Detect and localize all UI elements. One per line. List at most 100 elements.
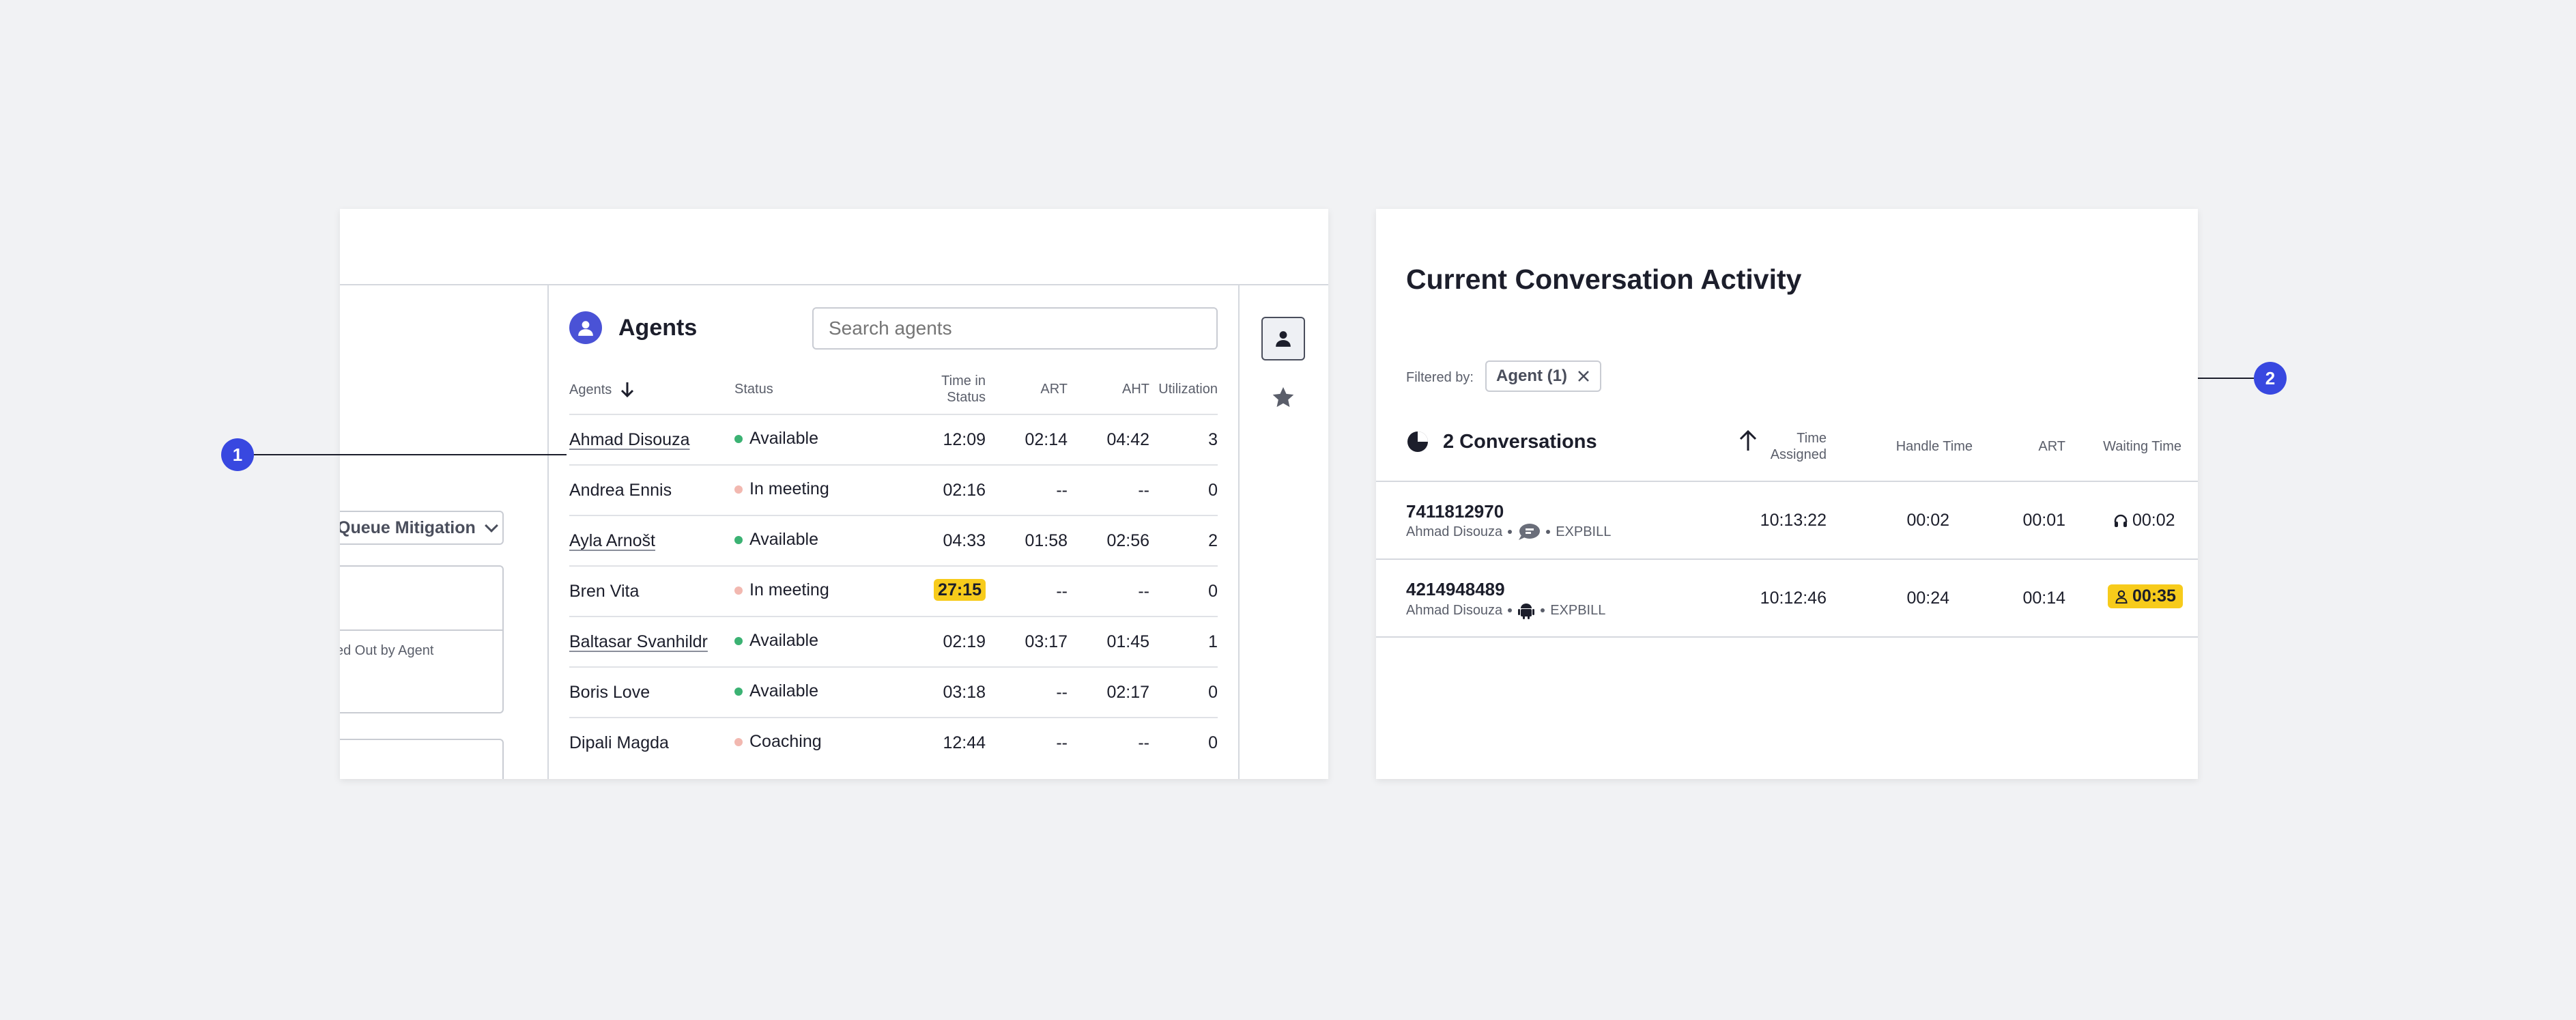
agent-name[interactable]: Bren Vita (569, 582, 640, 601)
col-waiting-time-header[interactable]: Waiting Time (2103, 439, 2181, 454)
agent-aht: 04:42 (1106, 430, 1149, 449)
col-time-in-status-header[interactable]: Time in Status (904, 373, 986, 406)
conversation-art: 00:14 (2022, 589, 2065, 608)
agent-name-link[interactable]: Ayla Arnošt (569, 531, 656, 550)
filtered-by-label: Filtered by: (1406, 370, 1474, 385)
conversation-waiting-time: 00:02 (2113, 511, 2175, 530)
col-time-in-status-line2: Status (947, 390, 986, 405)
conversation-handle-time: 00:02 (1906, 511, 1949, 530)
overdue-time-badge: 27:15 (934, 579, 986, 601)
agent-name-link[interactable]: Ahmad Disouza (569, 430, 690, 449)
agent-art: -- (1056, 582, 1068, 601)
person-icon (2115, 590, 2128, 604)
agent-name-link[interactable]: Baltasar Svanhildr (569, 632, 708, 651)
conversation-agent: Ahmad Disouza (1406, 602, 1503, 618)
waiting-time-value: 00:02 (2132, 511, 2175, 530)
headset-icon (2114, 514, 2128, 527)
conversation-art: 00:01 (2022, 511, 2065, 530)
conversation-meta: Ahmad Disouza EXPBILL (1406, 601, 1605, 620)
col-utilization-header[interactable]: Utilization (1158, 382, 1218, 397)
agent-name[interactable]: Andrea Ennis (569, 481, 672, 500)
conversation-time-assigned: 10:12:46 (1760, 589, 1827, 608)
agent-art: 03:17 (1025, 632, 1068, 651)
col-art-header[interactable]: ART (2038, 439, 2065, 454)
panel-divider (547, 285, 549, 779)
queue-widget-secondary (340, 739, 504, 779)
agent-aht: 02:56 (1106, 531, 1149, 550)
arrow-up-icon[interactable] (1738, 429, 1758, 452)
agent-status-label: In meeting (749, 479, 829, 498)
agent-time-in-status: 27:15 (904, 579, 986, 601)
agent-art: 01:58 (1025, 531, 1068, 550)
side-rail (1238, 285, 1328, 779)
agents-title: Agents (618, 314, 698, 341)
widget-text: ed Out by Agent (340, 643, 434, 658)
row-separator (569, 717, 1218, 718)
agent-aht: 01:45 (1106, 632, 1149, 651)
agent-time-in-status: 02:16 (943, 481, 986, 500)
col-handle-time-header[interactable]: Handle Time (1895, 439, 1973, 454)
callout-badge-1: 1 (221, 438, 254, 471)
status-dot-icon (734, 485, 743, 494)
agent-art: -- (1056, 733, 1068, 752)
status-dot-icon (734, 636, 743, 645)
col-art-header[interactable]: ART (1040, 382, 1068, 397)
row-separator (1376, 481, 2198, 482)
agent-aht: -- (1138, 481, 1149, 500)
close-icon[interactable] (1577, 369, 1590, 383)
conversation-handle-time: 00:24 (1906, 589, 1949, 608)
agent-status-label: Available (749, 429, 819, 448)
col-agents-header[interactable]: Agents (569, 381, 635, 399)
queue-mitigation-label: Queue Mitigation (340, 518, 476, 537)
agents-view-button[interactable] (1261, 317, 1305, 360)
status-dot-icon (734, 434, 743, 443)
row-separator (569, 464, 1218, 466)
col-aht-header[interactable]: AHT (1122, 382, 1149, 397)
agent-time-in-status: 03:18 (943, 683, 986, 702)
agent-time-in-status: 02:19 (943, 632, 986, 651)
agent-status: Available (734, 631, 818, 651)
agent-filter-chip[interactable]: Agent (1) (1485, 360, 1601, 392)
conversation-id[interactable]: 7411812970 (1406, 501, 1504, 522)
agent-utilization: 0 (1208, 683, 1218, 702)
agent-avatar-icon (569, 311, 602, 344)
queue-widget: ed Out by Agent (340, 565, 504, 713)
row-separator (569, 616, 1218, 617)
agent-time-in-status: 04:33 (943, 531, 986, 550)
status-dot-icon (734, 586, 743, 595)
row-separator (569, 414, 1218, 415)
agent-status-label: Available (749, 681, 819, 700)
col-time-assigned-header[interactable]: Time Assigned (1745, 430, 1827, 463)
star-icon[interactable] (1271, 385, 1296, 410)
conversations-count: 2 Conversations (1443, 430, 1597, 453)
conversation-activity-card: Current Conversation Activity Filtered b… (1376, 209, 2198, 779)
agent-status-label: In meeting (749, 580, 829, 599)
agent-art: -- (1056, 683, 1068, 702)
agents-card: Queue Mitigation ed Out by Agent Agents … (340, 209, 1328, 779)
agent-status-label: Coaching (749, 732, 822, 751)
agent-aht: 02:17 (1106, 683, 1149, 702)
separator-dot (1508, 530, 1513, 534)
agent-status: Coaching (734, 732, 822, 752)
agent-time-in-status: 12:44 (943, 733, 986, 752)
agent-utilization: 0 (1208, 582, 1218, 601)
waiting-time-value: 00:35 (2132, 586, 2176, 606)
agent-name[interactable]: Dipali Magda (569, 733, 669, 752)
agent-name[interactable]: Boris Love (569, 683, 650, 702)
col-agents-label: Agents (569, 382, 612, 397)
queue-mitigation-dropdown[interactable]: Queue Mitigation (340, 511, 504, 545)
separator-dot (1508, 608, 1513, 612)
agent-aht: -- (1138, 582, 1149, 601)
agent-art: 02:14 (1025, 430, 1068, 449)
status-dot-icon (734, 737, 743, 746)
col-status-header[interactable]: Status (734, 382, 773, 397)
col-time-assigned-line1: Time (1797, 431, 1827, 446)
agents-panel: Agents Agents Status Time in Status ART … (549, 285, 1238, 779)
agent-utilization: 1 (1208, 632, 1218, 651)
callout-badge-2: 2 (2254, 362, 2287, 395)
agent-filter-label: Agent (1) (1496, 367, 1567, 385)
pie-chart-icon (1407, 431, 1428, 452)
conversation-id[interactable]: 4214948489 (1406, 579, 1505, 599)
queue-panel: Queue Mitigation ed Out by Agent (340, 285, 549, 779)
search-agents-input[interactable] (812, 307, 1218, 350)
